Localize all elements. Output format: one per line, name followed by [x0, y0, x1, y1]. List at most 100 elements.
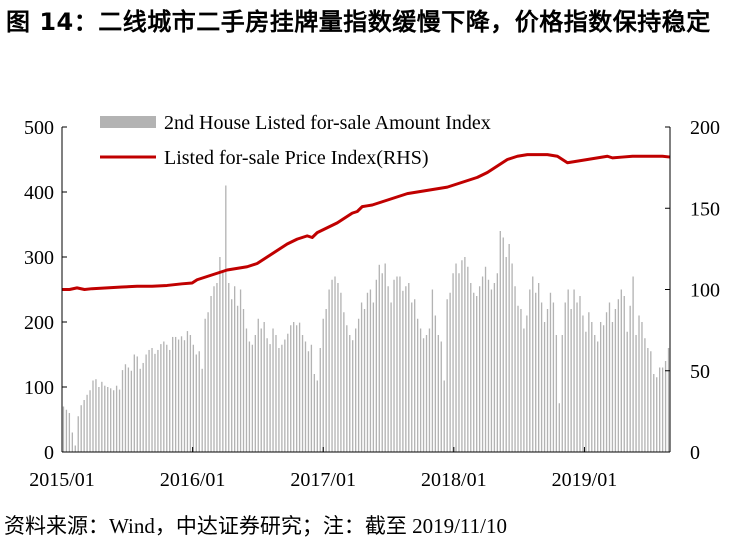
- amount-index-bar: [275, 335, 277, 452]
- amount-index-bar: [473, 292, 475, 452]
- amount-index-bar: [62, 406, 65, 452]
- amount-index-bar: [195, 354, 197, 452]
- amount-index-bar: [239, 289, 242, 452]
- amount-index-bar: [458, 273, 460, 452]
- amount-index-bar: [558, 403, 560, 452]
- amount-index-bar: [251, 344, 254, 452]
- amount-index-bar: [172, 336, 174, 452]
- amount-index-bar: [452, 273, 454, 452]
- amount-index-bar: [121, 370, 124, 452]
- amount-index-bar: [360, 302, 363, 452]
- amount-index-bar: [222, 270, 224, 452]
- amount-index-bar: [529, 289, 531, 452]
- amount-index-bar: [567, 289, 569, 452]
- amount-index-bar: [319, 348, 321, 452]
- amount-index-bar: [405, 286, 407, 452]
- amount-index-bar: [532, 276, 534, 452]
- amount-index-bar: [313, 374, 316, 452]
- amount-index-bar: [505, 257, 507, 452]
- amount-index-bar: [290, 325, 292, 452]
- amount-index-bar: [411, 302, 413, 452]
- amount-index-bar: [166, 344, 168, 452]
- amount-index-bar: [204, 318, 206, 452]
- amount-index-bar: [620, 289, 622, 452]
- amount-index-bar: [517, 305, 519, 452]
- amount-index-bar: [440, 341, 442, 452]
- x-axis-tick-label: 2015/01: [29, 469, 95, 491]
- right-axis-tick-label: 150: [690, 198, 720, 220]
- amount-index-bar: [174, 336, 177, 452]
- amount-index-bar: [490, 289, 493, 452]
- amount-index-bar: [434, 315, 437, 452]
- amount-index-bar: [375, 279, 377, 452]
- amount-index-bar: [549, 292, 552, 452]
- figure-title: 图 14：二线城市二手房挂牌量指数缓慢下降，价格指数保持稳定: [6, 8, 711, 36]
- legend-swatch-amount: [100, 116, 156, 128]
- amount-index-bar: [446, 299, 448, 452]
- amount-index-bar: [234, 286, 236, 452]
- amount-index-bar: [65, 409, 68, 452]
- amount-index-bar: [189, 335, 192, 452]
- amount-index-bar: [369, 289, 372, 452]
- amount-index-bar: [231, 299, 233, 452]
- amount-index-bar: [387, 286, 389, 452]
- amount-index-bar: [293, 322, 295, 452]
- amount-index-bar: [112, 390, 115, 452]
- amount-index-bar: [269, 344, 271, 452]
- amount-index-bar: [626, 331, 628, 452]
- amount-index-bar: [216, 283, 218, 452]
- amount-index-bar: [242, 309, 245, 452]
- amount-index-bar: [493, 283, 496, 452]
- amount-index-bar: [316, 380, 318, 452]
- amount-index-bar: [422, 338, 425, 452]
- amount-index-bar: [611, 322, 614, 452]
- amount-index-bar: [396, 276, 398, 452]
- amount-index-bar: [632, 276, 634, 452]
- amount-index-bar: [352, 340, 354, 452]
- amount-index-bar: [535, 292, 537, 452]
- amount-index-bar: [476, 296, 478, 452]
- amount-index-bar: [564, 302, 566, 452]
- amount-index-bar: [228, 283, 230, 452]
- amount-index-bar: [588, 312, 590, 452]
- amount-index-bar: [478, 286, 481, 452]
- amount-index-bar: [638, 315, 640, 452]
- amount-index-bar: [68, 413, 71, 452]
- amount-index-bar: [414, 299, 416, 452]
- amount-index-bar: [281, 344, 283, 452]
- amount-index-bar: [298, 322, 301, 452]
- amount-index-bar: [160, 344, 162, 452]
- amount-index-bar: [322, 318, 324, 452]
- x-axis-tick-label: 2019/01: [552, 469, 618, 491]
- right-axis-tick-label: 50: [690, 361, 710, 383]
- amount-index-bar: [304, 341, 307, 452]
- amount-index-bar: [650, 351, 652, 452]
- amount-index-bar: [71, 432, 73, 452]
- amount-index-bar: [381, 273, 383, 452]
- amount-index-bar: [659, 367, 661, 452]
- amount-index-bar: [608, 302, 611, 452]
- amount-index-bar: [416, 318, 419, 452]
- amount-index-bar: [180, 336, 183, 452]
- amount-index-bar: [213, 286, 215, 452]
- right-axis-tick-label: 200: [690, 117, 720, 139]
- amount-index-bar: [133, 354, 135, 452]
- amount-index-bar: [192, 344, 195, 452]
- amount-index-bar: [157, 349, 159, 452]
- amount-index-bar: [408, 283, 410, 452]
- price-index-line: [62, 153, 671, 291]
- amount-index-bar: [236, 305, 239, 452]
- amount-index-bar: [399, 276, 401, 452]
- amount-index-bar: [579, 296, 581, 452]
- amount-index-bar: [526, 315, 528, 452]
- chart-legend: 2nd House Listed for-sale Amount Index Li…: [100, 112, 491, 169]
- amount-index-bar: [310, 344, 313, 452]
- amount-index-bar: [272, 328, 274, 452]
- amount-index-bar: [80, 405, 82, 452]
- amount-index-bar: [384, 263, 386, 452]
- amount-index-bar: [104, 385, 106, 452]
- amount-index-bar: [124, 364, 127, 452]
- amount-index-bar: [582, 315, 584, 452]
- amount-index-bar: [127, 367, 130, 452]
- amount-index-bar: [325, 309, 327, 452]
